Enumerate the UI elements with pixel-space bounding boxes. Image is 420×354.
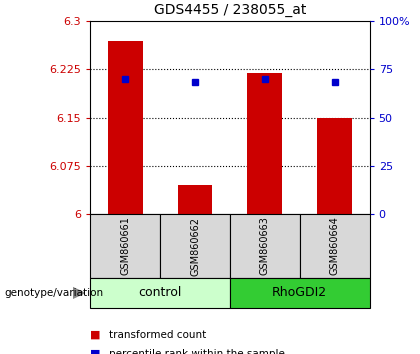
Bar [108, 40, 143, 214]
Bar [247, 73, 282, 214]
Text: control: control [139, 286, 182, 299]
Bar [90, 214, 160, 278]
Text: transformed count: transformed count [109, 330, 207, 339]
Bar [300, 214, 370, 278]
Text: RhoGDI2: RhoGDI2 [272, 286, 327, 299]
Bar [317, 118, 352, 214]
Bar [160, 214, 230, 278]
Text: ■: ■ [90, 349, 101, 354]
Text: GSM860661: GSM860661 [120, 217, 130, 275]
Text: genotype/variation: genotype/variation [4, 288, 103, 298]
Text: ■: ■ [90, 330, 101, 339]
Title: GDS4455 / 238055_at: GDS4455 / 238055_at [154, 4, 306, 17]
Polygon shape [73, 287, 84, 298]
Bar [230, 278, 370, 308]
Text: percentile rank within the sample: percentile rank within the sample [109, 349, 285, 354]
Bar [230, 214, 300, 278]
Text: GSM860662: GSM860662 [190, 217, 200, 275]
Bar [178, 185, 213, 214]
Text: GSM860663: GSM860663 [260, 217, 270, 275]
Bar [90, 278, 230, 308]
Text: GSM860664: GSM860664 [330, 217, 340, 275]
